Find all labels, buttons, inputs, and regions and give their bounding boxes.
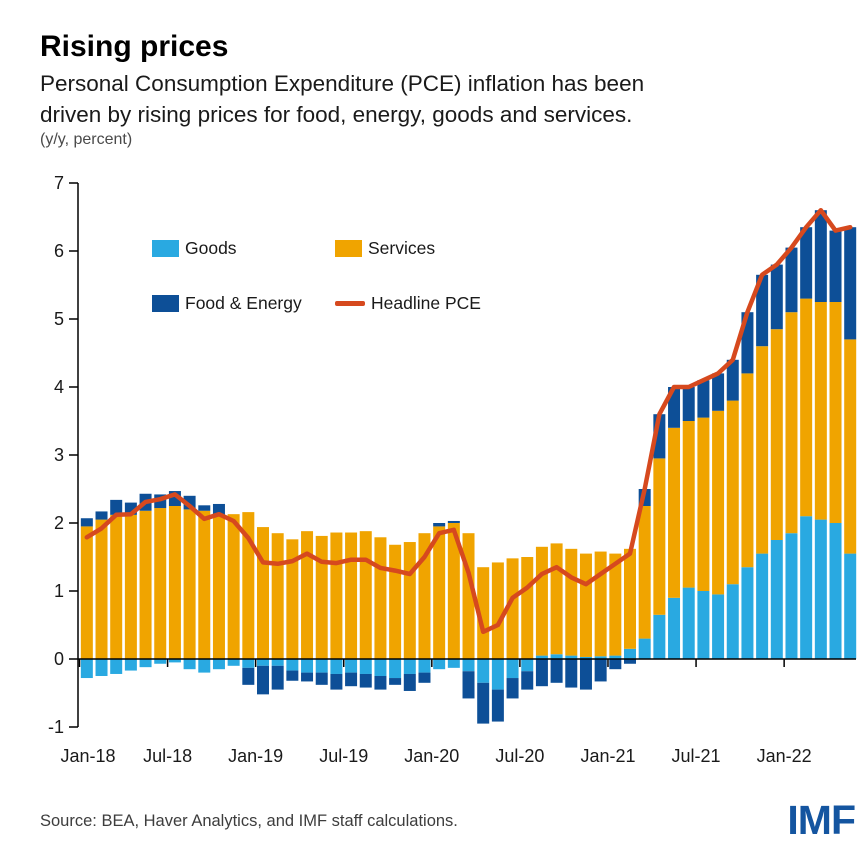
svg-text:7: 7 [54, 173, 64, 193]
svg-text:-1: -1 [48, 717, 64, 737]
svg-text:4: 4 [54, 377, 64, 397]
bars-goods [80, 516, 857, 690]
svg-text:0: 0 [54, 649, 64, 669]
pce-inflation-chart: 7 6 5 4 3 2 1 0 -1 Jan-18 Jul-18 Jan-19 Jul-19 Jan-20… [48, 173, 857, 766]
goods-swatch-icon [152, 240, 179, 257]
x-tick-labels: Jan-18 Jul-18 Jan-19 Jul-19 Jan-20 Jul-20 Jan-… [60, 746, 811, 766]
svg-text:2: 2 [54, 513, 64, 533]
legend-item-food-energy: Food & Energy [152, 293, 335, 314]
svg-text:Jul-18: Jul-18 [143, 746, 192, 766]
chart-subtitle: Personal Consumption Expenditure (PCE) i… [40, 68, 644, 130]
unit-note: (y/y, percent) [40, 131, 133, 148]
legend-row-1: Goods Services [152, 238, 572, 259]
bars-services [80, 298, 857, 659]
source-note: Source: BEA, Haver Analytics, and IMF st… [40, 812, 458, 830]
y-tick-labels: 7 6 5 4 3 2 1 0 -1 [48, 173, 64, 737]
svg-text:5: 5 [54, 309, 64, 329]
food-energy-swatch-icon [152, 295, 179, 312]
svg-text:Jan-21: Jan-21 [580, 746, 635, 766]
svg-text:Jan-22: Jan-22 [757, 746, 812, 766]
chart-subtitle-line2: driven by rising prices for food, energy… [40, 102, 633, 127]
svg-text:Jan-18: Jan-18 [60, 746, 115, 766]
svg-text:Jul-20: Jul-20 [495, 746, 544, 766]
svg-text:3: 3 [54, 445, 64, 465]
headline-line-swatch-icon [335, 301, 365, 306]
legend-label-headline: Headline PCE [371, 293, 481, 313]
legend-item-goods: Goods [152, 238, 335, 259]
services-swatch-icon [335, 240, 362, 257]
legend-item-services: Services [335, 238, 435, 259]
svg-text:Jul-21: Jul-21 [672, 746, 721, 766]
chart-legend: Goods Services Food & Energy Headline PC… [152, 238, 572, 348]
svg-text:1: 1 [54, 581, 64, 601]
legend-row-2: Food & Energy Headline PCE [152, 293, 572, 314]
imf-logo: IMF [787, 797, 856, 843]
chart-title: Rising prices [40, 30, 229, 63]
svg-text:6: 6 [54, 241, 64, 261]
axes [69, 182, 856, 728]
legend-label-food-energy: Food & Energy [185, 293, 302, 313]
headline-pce-line [84, 207, 853, 635]
svg-text:Jul-19: Jul-19 [319, 746, 368, 766]
svg-text:Jan-20: Jan-20 [404, 746, 459, 766]
chart-subtitle-line1: Personal Consumption Expenditure (PCE) i… [40, 71, 645, 96]
legend-label-goods: Goods [185, 238, 237, 258]
svg-text:Jan-19: Jan-19 [228, 746, 283, 766]
legend-label-services: Services [368, 238, 436, 258]
legend-item-headline: Headline PCE [335, 293, 481, 314]
